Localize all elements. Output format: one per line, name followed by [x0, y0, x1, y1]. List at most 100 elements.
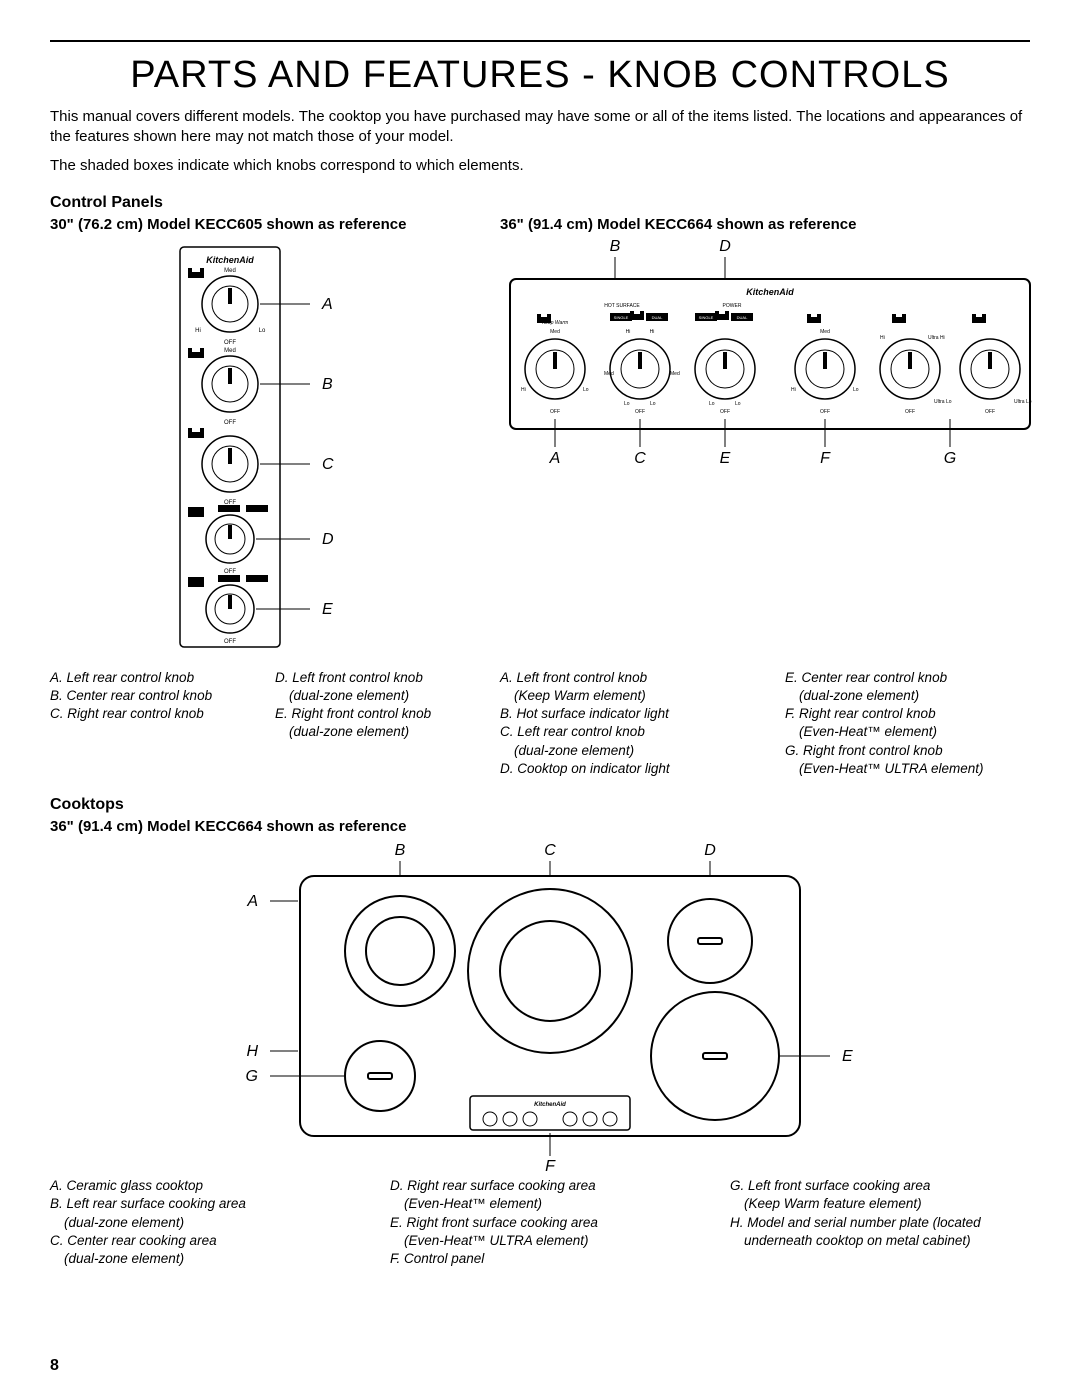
svg-text:F: F	[820, 450, 831, 467]
legend-item: (dual-zone element)	[500, 742, 755, 760]
legend-item: (Keep Warm feature element)	[730, 1195, 1030, 1213]
legend-item: G. Right front control knob	[785, 742, 1040, 760]
svg-text:Lo: Lo	[709, 401, 715, 407]
svg-text:H: H	[246, 1043, 258, 1060]
diagram-30in-panel: KitchenAid OFF Hi Lo Med OFF	[50, 239, 470, 659]
svg-text:A: A	[246, 893, 258, 910]
legend-item: (Keep Warm element)	[500, 687, 755, 705]
callout-e: E	[322, 601, 333, 618]
svg-text:G: G	[944, 450, 956, 467]
legend-item: A. Left rear control knob	[50, 669, 245, 687]
svg-text:B: B	[610, 239, 621, 255]
svg-text:Med: Med	[670, 371, 680, 377]
svg-text:Lo: Lo	[735, 401, 741, 407]
svg-text:Hi: Hi	[195, 328, 201, 334]
callout-d: D	[322, 531, 334, 548]
svg-text:D: D	[704, 842, 716, 859]
legend-item: (Even-Heat™ ULTRA element)	[390, 1232, 690, 1250]
legend-item: (dual-zone element)	[50, 1250, 350, 1268]
diagram-cooktop: B C D KitchenAid	[170, 841, 910, 1171]
svg-text:OFF: OFF	[820, 409, 830, 415]
legend-item: B. Hot surface indicator light	[500, 705, 755, 723]
svg-text:A: A	[549, 450, 561, 467]
svg-text:Ultra Lo: Ultra Lo	[934, 399, 952, 405]
svg-text:Lo: Lo	[583, 387, 589, 393]
legend-item: E. Center rear control knob	[785, 669, 1040, 687]
diagram-36in-panel: B D KitchenAid HOT SURFACE POWER Med Hi Lo…	[500, 239, 1040, 469]
callout-a: A	[321, 296, 333, 313]
section-cooktops: Cooktops	[50, 796, 1030, 814]
svg-text:OFF: OFF	[635, 409, 645, 415]
svg-text:Hi: Hi	[880, 335, 885, 341]
svg-text:Lo: Lo	[624, 401, 630, 407]
svg-text:Hi: Hi	[521, 387, 526, 393]
cooktop-caption: 36" (91.4 cm) Model KECC664 shown as ref…	[50, 818, 1030, 835]
svg-text:Hi: Hi	[791, 387, 796, 393]
legend-item: D. Cooktop on indicator light	[500, 760, 755, 778]
svg-text:G: G	[246, 1068, 258, 1085]
model30-caption: 30" (76.2 cm) Model KECC605 shown as ref…	[50, 216, 470, 233]
svg-text:Med: Med	[820, 329, 830, 335]
legend-item: E. Right front control knob	[275, 705, 470, 723]
legend-item: (Even-Heat™ element)	[390, 1195, 690, 1213]
callout-c: C	[322, 456, 334, 473]
svg-text:C: C	[544, 842, 556, 859]
svg-text:KitchenAid: KitchenAid	[206, 255, 254, 265]
legend-item: (dual-zone element)	[275, 687, 470, 705]
svg-text:Hi: Hi	[626, 329, 631, 335]
svg-text:Lo: Lo	[259, 328, 266, 334]
legend-item: (dual-zone element)	[50, 1214, 350, 1232]
legend-item: C. Right rear control knob	[50, 705, 245, 723]
legend-item: C. Left rear control knob	[500, 723, 755, 741]
intro-paragraph-2: The shaded boxes indicate which knobs co…	[50, 156, 1030, 176]
svg-text:POWER: POWER	[723, 303, 742, 309]
svg-text:HOT SURFACE: HOT SURFACE	[604, 303, 640, 309]
svg-text:OFF: OFF	[720, 409, 730, 415]
legend-cooktop: A. Ceramic glass cooktop B. Left rear su…	[50, 1177, 1030, 1268]
legend-item: E. Right front surface cooking area	[390, 1214, 690, 1232]
svg-text:Ultra Hi: Ultra Hi	[928, 335, 945, 341]
svg-text:SINGLE: SINGLE	[699, 315, 714, 320]
svg-text:SINGLE: SINGLE	[614, 315, 629, 320]
legend-item: (dual-zone element)	[275, 723, 470, 741]
svg-text:Med: Med	[224, 268, 236, 274]
svg-text:D: D	[719, 239, 731, 255]
svg-text:F: F	[545, 1158, 556, 1171]
legend-item: (Even-Heat™ element)	[785, 723, 1040, 741]
svg-text:Lo: Lo	[853, 387, 859, 393]
callout-b: B	[322, 376, 333, 393]
svg-text:Med: Med	[550, 329, 560, 335]
svg-text:DUAL: DUAL	[652, 315, 663, 320]
legend-item: G. Left front surface cooking area	[730, 1177, 1030, 1195]
svg-text:C: C	[634, 450, 646, 467]
svg-text:Ultra Lo: Ultra Lo	[1014, 399, 1032, 405]
svg-text:OFF: OFF	[550, 409, 560, 415]
svg-text:KitchenAid: KitchenAid	[534, 1102, 566, 1108]
page-title: PARTS AND FEATURES - KNOB CONTROLS	[50, 54, 1030, 97]
svg-text:Keep Warm: Keep Warm	[542, 320, 568, 326]
intro-paragraph-1: This manual covers different models. The…	[50, 107, 1030, 148]
legend-item: D. Left front control knob	[275, 669, 470, 687]
svg-text:KitchenAid: KitchenAid	[746, 287, 794, 297]
svg-text:OFF: OFF	[985, 409, 995, 415]
legend-item: C. Center rear cooking area	[50, 1232, 350, 1250]
svg-text:Hi: Hi	[650, 329, 655, 335]
svg-text:OFF: OFF	[905, 409, 915, 415]
svg-text:E: E	[842, 1048, 853, 1065]
legend-item: H. Model and serial number plate (locate…	[730, 1214, 1030, 1232]
legend-item: D. Right rear surface cooking area	[390, 1177, 690, 1195]
legend-item: A. Ceramic glass cooktop	[50, 1177, 350, 1195]
legend-item: B. Left rear surface cooking area	[50, 1195, 350, 1213]
legend-item: F. Right rear control knob	[785, 705, 1040, 723]
svg-text:Med: Med	[604, 371, 614, 377]
page-number: 8	[50, 1357, 59, 1375]
legend-item: F. Control panel	[390, 1250, 690, 1268]
legend-36in: A. Left front control knob (Keep Warm el…	[500, 669, 1040, 778]
svg-text:OFF: OFF	[224, 340, 236, 346]
svg-text:OFF: OFF	[224, 639, 236, 645]
svg-text:OFF: OFF	[224, 420, 236, 426]
svg-text:Lo: Lo	[650, 401, 656, 407]
legend-30in: A. Left rear control knob B. Center rear…	[50, 669, 470, 742]
svg-text:OFF: OFF	[224, 569, 236, 575]
legend-item: (Even-Heat™ ULTRA element)	[785, 760, 1040, 778]
